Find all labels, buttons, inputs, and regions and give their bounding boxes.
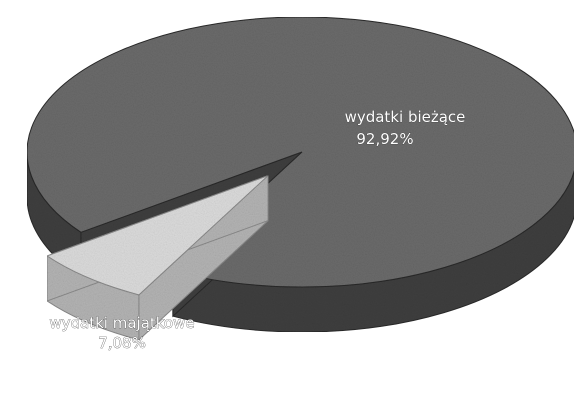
slice-top-wydatki-majatkowe	[45, 175, 269, 296]
slice-top-wydatki-biezace	[26, 16, 574, 288]
slice-label-wydatki-majatkowe: wydatki majątkowe	[49, 314, 194, 332]
slice-value-wydatki-biezace: 92,92%	[356, 130, 413, 148]
pie-slices	[26, 16, 574, 341]
slice-wydatki-majatkowe	[45, 174, 269, 341]
slice-label-wydatki-biezace: wydatki bieżące	[345, 108, 466, 126]
slice-value-wydatki-majatkowe: 7,08%	[98, 334, 146, 352]
